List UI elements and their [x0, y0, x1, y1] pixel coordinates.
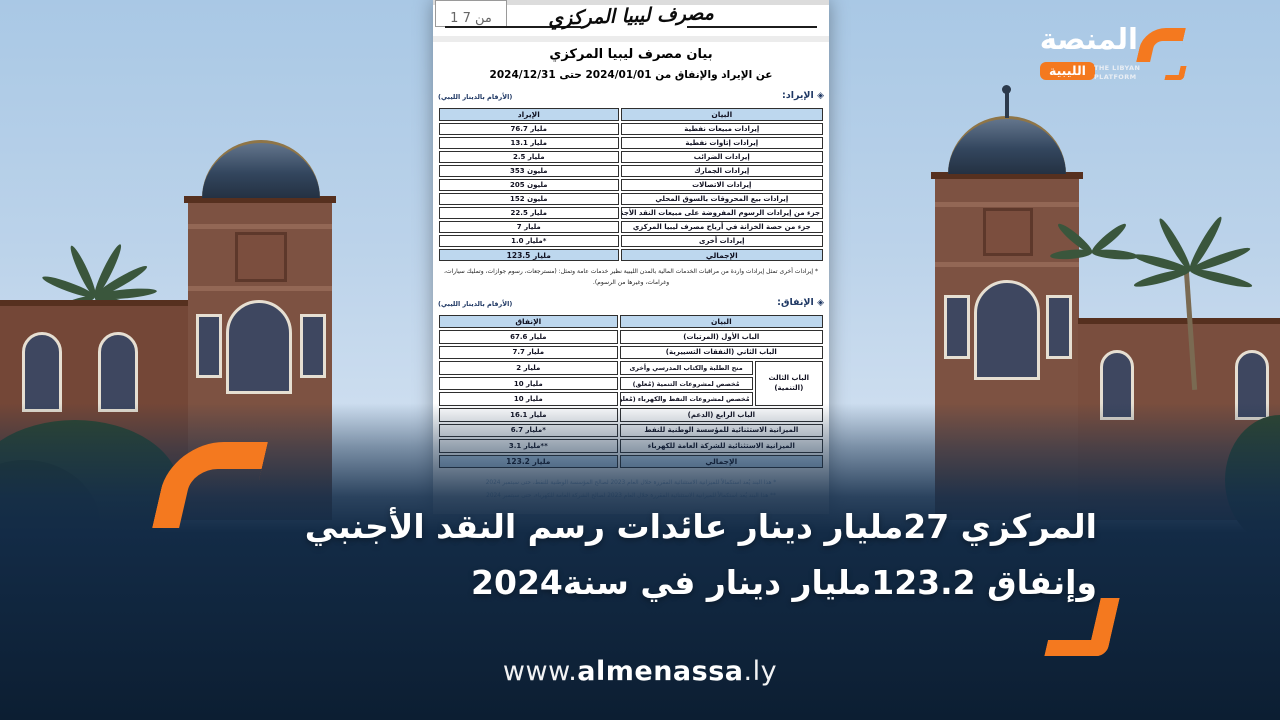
dome-left: [202, 140, 320, 198]
expense-footnote-1: * هذا البند يُعد استكمالاً للميزانية الا…: [485, 480, 777, 486]
letterhead: مصرف ليبيا المركزي: [433, 2, 829, 38]
table-row: إيرادات مبيعات نفطية 76.7 مليار: [439, 123, 823, 135]
revenue-table: البيان الإيراد إيرادات مبيعات نفطية 76.7 …: [437, 106, 825, 263]
letterhead-divider: [433, 36, 829, 42]
expense-col-desc: البيان: [619, 315, 823, 328]
expense-group-cell: الباب الثالث (التنمية): [754, 361, 823, 406]
website-url: www.almenassa.ly: [0, 656, 1280, 687]
table-row: الباب الثالث (التنمية) منح الطلبة والكتا…: [439, 361, 823, 406]
currency-unit-note: (الأرقام بالدينار الليبي): [438, 300, 513, 308]
revenue-section-label: الإيراد:: [782, 90, 814, 101]
document-title: بيان مصرف ليبيا المركزي: [549, 47, 713, 62]
table-row: الميزانية الاستثنائية للمؤسسة الوطنية لل…: [439, 423, 823, 438]
expense-col-value: الإنفاق: [439, 315, 618, 328]
bank-statement-document: 1 من 7 مصرف ليبيا المركزي بيان مصرف ليبي…: [433, 0, 829, 514]
diamond-bullet-icon: ◈: [817, 91, 824, 101]
currency-unit-note: (الأرقام بالدينار الليبي): [438, 93, 513, 101]
revenue-section-header: ◈ الإيراد: (الأرقام بالدينار الليبي): [433, 90, 829, 101]
brand-bracket-icon: [1136, 28, 1186, 62]
revenue-footnote: * إيرادات أخرى تمثل إيرادات واردة من مرا…: [444, 268, 819, 287]
revenue-total-row: الإجمالي 123.5 مليار: [439, 249, 823, 261]
table-row: جزء من حصة الخزانة في أرباح مصرف ليبيا ا…: [439, 221, 823, 233]
table-row: إيرادات بيع المحروقات بالسوق المحلي 152 م…: [439, 193, 823, 205]
table-row: إيرادات الضرائب 2.5 مليار: [439, 151, 823, 163]
table-row: الباب الرابع (الدعم) 16.1 مليار: [439, 407, 823, 422]
table-row: الباب الأول (المرتبات) 67.6 مليار: [439, 330, 823, 344]
table-header-row: البيان الإيراد: [439, 108, 823, 121]
url-tld: .ly: [743, 656, 778, 687]
brand-bracket-foot-icon: [1164, 66, 1187, 80]
brand-name: المنصة: [1039, 22, 1138, 56]
dome-right: [948, 116, 1066, 174]
table-row: إيرادات إتاوات نفطية 13.1 مليار: [439, 137, 823, 149]
revenue-col-desc: البيان: [620, 108, 823, 121]
table-row: الباب الثاني (النفقات التسييرية) 7.7 مليا…: [439, 345, 823, 360]
headline-line-1: المركزي 27مليار دينار عائدات رسم النقد ا…: [304, 507, 1097, 546]
expense-table: البيان الإنفاق الباب الأول (المرتبات) 67.…: [437, 313, 825, 470]
headline: المركزي 27مليار دينار عائدات رسم النقد ا…: [305, 499, 1097, 611]
expense-section-label: الإنفاق:: [777, 297, 814, 308]
bank-calligraphy-logo: مصرف ليبيا المركزي: [547, 2, 715, 30]
table-row: إيرادات الجمارك 353 مليون: [439, 165, 823, 177]
expense-section-header: ◈ الإنفاق: (الأرقام بالدينار الليبي): [433, 297, 829, 308]
brand-logo: المنصة الليبية THE LIBYAN PLATFORM: [1020, 22, 1196, 88]
diamond-bullet-icon: ◈: [817, 298, 824, 308]
table-row: جزء من إيرادات الرسوم المفروضة على مبيعا…: [439, 207, 823, 219]
url-name: almenassa: [577, 656, 744, 687]
revenue-col-value: الإيراد: [439, 108, 619, 121]
table-row: إيرادات أخرى 1.0 مليار*: [439, 235, 823, 247]
table-header-row: البيان الإنفاق: [439, 315, 823, 328]
expense-total-row: الإجمالي 123.2 مليار: [439, 454, 823, 469]
dome-spire: [1002, 85, 1011, 118]
table-row: إيرادات الاتصالات 205 مليون: [439, 179, 823, 191]
table-row: الميزانية الاستثنائية للشركة العامة للكه…: [439, 439, 823, 453]
brand-tagline: THE LIBYAN PLATFORM: [1094, 64, 1141, 81]
letterhead-rule-right: [687, 26, 817, 28]
document-subtitle: عن الإيراد والإنفاق من 2024/01/01 حتى 20…: [489, 69, 773, 81]
headline-line-2: وإنفاق 123.2مليار دينار في سنة2024: [471, 563, 1097, 602]
brand-sub-badge: الليبية: [1040, 62, 1095, 80]
url-prefix: www.: [502, 656, 578, 687]
